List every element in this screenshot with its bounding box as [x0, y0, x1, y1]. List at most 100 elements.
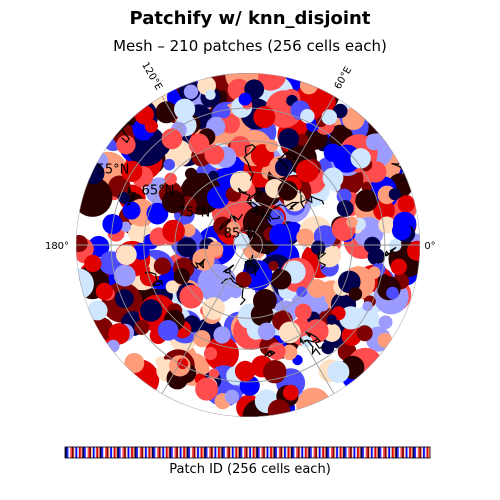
colorbar-swatch-112 [259, 447, 262, 458]
colorbar-swatch-9 [80, 447, 83, 458]
colorbar-swatch-133 [296, 447, 299, 458]
colorbar-swatch-56 [162, 447, 165, 458]
colorbar-swatch-189 [393, 447, 396, 458]
colorbar-swatch-85 [212, 447, 215, 458]
colorbar-swatch-64 [176, 447, 179, 458]
colorbar-swatch-116 [266, 447, 269, 458]
colorbar-swatch-175 [369, 447, 372, 458]
colorbar-swatch-208 [426, 447, 429, 458]
colorbar-swatch-20 [99, 447, 102, 458]
patch-104 [176, 237, 197, 257]
colorbar-swatch-8 [78, 447, 81, 458]
colorbar-swatch-187 [390, 447, 393, 458]
colorbar-swatch-207 [424, 447, 427, 458]
colorbar-swatch-52 [155, 447, 158, 458]
patch-cell [113, 264, 136, 287]
patch-cell [267, 399, 291, 417]
colorbar-swatch-26 [110, 447, 113, 458]
colorbar-swatch-107 [250, 447, 254, 458]
colorbar-swatch-15 [91, 447, 94, 458]
patch-cell [116, 244, 137, 266]
coastline-5 [244, 254, 256, 276]
colorbar-swatch-110 [256, 447, 259, 458]
patch-cell [238, 92, 252, 106]
colorbar-swatch-118 [270, 447, 273, 458]
colorbar-swatch-186 [388, 447, 391, 458]
colorbar-swatch-2 [68, 447, 71, 458]
colorbar-swatch-204 [419, 447, 422, 458]
patch-cell [229, 285, 242, 299]
colorbar-swatch-44 [141, 447, 144, 458]
patch-cell [361, 181, 372, 193]
chart-subtitle: Mesh – 210 patches (256 cells each) [113, 37, 387, 55]
patch-cell [155, 101, 178, 124]
colorbar-swatch-80 [204, 447, 207, 458]
colorbar-swatch-82 [207, 447, 210, 458]
patch-cell [95, 282, 113, 300]
colorbar-swatch-197 [407, 447, 410, 458]
latitude-label-2: 75°N [178, 206, 211, 221]
colorbar-swatch-119 [271, 447, 274, 458]
colorbar-swatch-72 [190, 447, 193, 458]
colorbar-swatch-70 [186, 447, 189, 458]
coastline-10 [300, 336, 321, 356]
longitude-label-0: 120°E [139, 60, 164, 92]
colorbar-swatch-29 [115, 447, 118, 458]
patch-cell [267, 209, 285, 227]
colorbar-swatch-166 [353, 447, 356, 458]
colorbar-swatch-16 [92, 447, 95, 458]
patch-cell [250, 303, 274, 327]
colorbar-swatch-43 [139, 447, 142, 458]
colorbar-swatch-92 [224, 447, 227, 458]
colorbar-swatch-123 [278, 447, 281, 458]
colorbar-swatch-42 [138, 447, 141, 458]
patch-cell [195, 377, 219, 401]
colorbar-swatch-84 [211, 447, 214, 458]
colorbar-swatch-99 [237, 447, 240, 458]
colorbar-swatch-108 [252, 447, 255, 458]
colorbar-swatch-97 [233, 447, 236, 458]
colorbar-swatch-185 [386, 447, 389, 458]
colorbar-swatch-13 [87, 447, 90, 458]
colorbar-swatch-50 [151, 447, 154, 458]
colorbar-swatch-65 [177, 447, 181, 458]
patch-cell [157, 320, 179, 341]
colorbar-swatch-113 [261, 447, 264, 458]
colorbar-swatch-106 [249, 447, 252, 458]
colorbar-swatch-21 [101, 447, 104, 458]
colorbar-swatch-126 [284, 447, 287, 458]
colorbar-swatch-131 [292, 447, 295, 458]
patch-cell [229, 170, 252, 193]
colorbar-swatch-6 [75, 447, 78, 458]
colorbar-swatch-148 [322, 447, 325, 458]
latitude-label-3: 85°N [224, 227, 257, 242]
colorbar-swatch-149 [323, 447, 327, 458]
patch-cell [318, 301, 329, 312]
colorbar-swatch-103 [244, 447, 247, 458]
colorbar-swatch-28 [113, 447, 116, 458]
patch-cell [355, 189, 378, 212]
colorbar-swatch-163 [348, 447, 351, 458]
colorbar-swatch-51 [153, 447, 156, 458]
colorbar-swatch-150 [325, 447, 328, 458]
colorbar-swatch-120 [273, 447, 276, 458]
colorbar-swatch-200 [412, 447, 415, 458]
patch-cell [368, 266, 381, 279]
colorbar-swatch-145 [317, 447, 320, 458]
patch-cell [321, 109, 338, 125]
colorbar-swatch-182 [381, 447, 384, 458]
colorbar-swatch-33 [122, 447, 125, 458]
colorbar-swatch-57 [164, 447, 167, 458]
patch-cell [205, 89, 216, 100]
colorbar-swatch-115 [264, 447, 267, 458]
colorbar-swatch-75 [195, 447, 198, 458]
colorbar-swatch-25 [108, 447, 111, 458]
colorbar-swatch-105 [247, 447, 250, 458]
colorbar-swatch-88 [217, 447, 220, 458]
patch-cell [124, 353, 145, 373]
colorbar-swatch-76 [197, 447, 200, 458]
patch-cell [216, 104, 231, 119]
colorbar-swatch-60 [169, 447, 172, 458]
patch-cell [296, 133, 309, 146]
